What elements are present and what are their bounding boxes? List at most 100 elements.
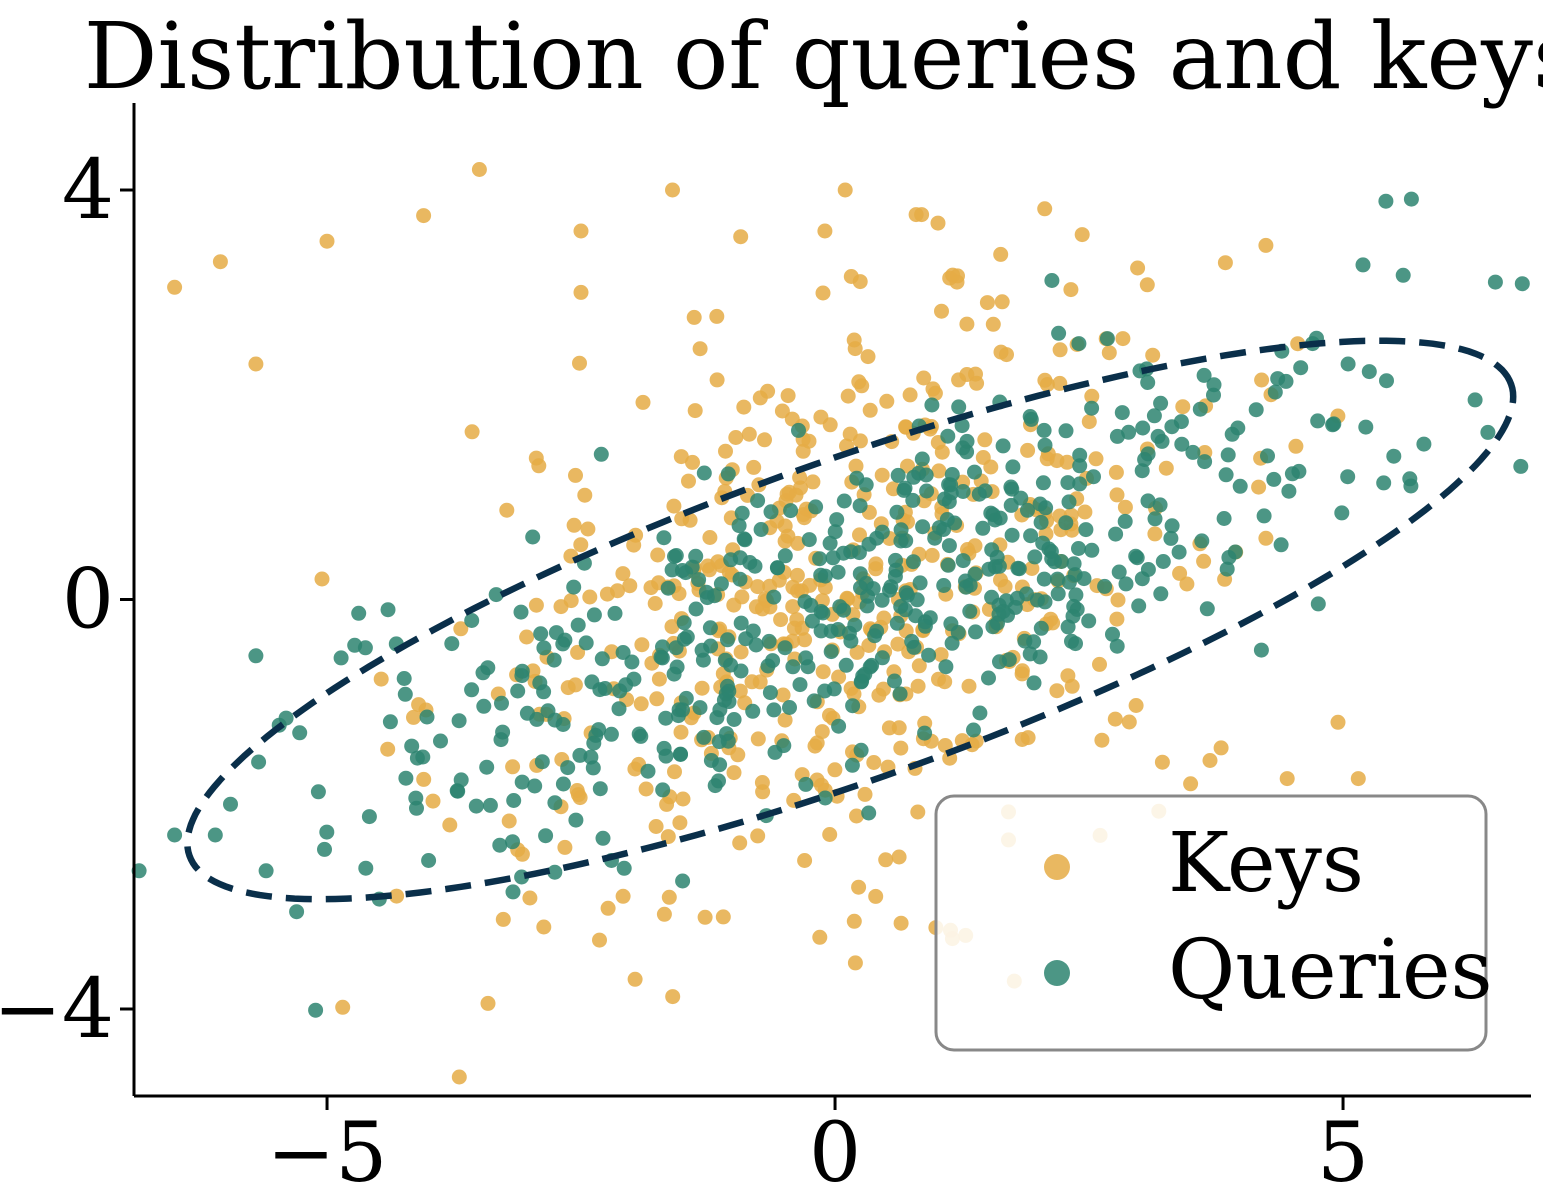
query-point [815, 605, 831, 621]
query-point [514, 663, 530, 679]
query-point [1044, 273, 1060, 288]
query-point [479, 759, 495, 775]
query-point [896, 482, 912, 498]
query-point [1361, 364, 1377, 380]
key-point [416, 208, 432, 224]
query-point [995, 438, 1011, 454]
key-point [212, 254, 228, 270]
query-point [890, 467, 906, 483]
query-point [506, 793, 522, 808]
key-point [733, 229, 749, 245]
query-point [766, 702, 782, 718]
query-point [1058, 423, 1074, 439]
query-point [1310, 413, 1326, 429]
key-point [933, 647, 949, 663]
key-point [1052, 342, 1068, 358]
query-point [808, 499, 824, 515]
key-point [752, 674, 768, 690]
key-point [686, 309, 702, 325]
key-point [505, 759, 521, 775]
query-point [817, 568, 833, 584]
query-point [1131, 598, 1147, 614]
key-point [519, 629, 535, 645]
query-point [1325, 417, 1341, 433]
query-point [917, 725, 933, 741]
key-point [875, 681, 891, 697]
query-point [631, 726, 647, 742]
key-point [622, 578, 638, 594]
query-point [812, 551, 828, 567]
query-point [745, 703, 761, 719]
query-point [626, 671, 642, 687]
query-point [707, 588, 722, 604]
query-point [421, 853, 437, 868]
key-point [687, 403, 703, 419]
key-point [931, 463, 947, 479]
key-point [997, 579, 1013, 594]
key-point [868, 561, 884, 577]
query-point [1256, 508, 1272, 524]
query-point [720, 466, 736, 482]
query-point [308, 1002, 324, 1018]
query-point [1072, 476, 1088, 492]
query-point [975, 520, 991, 536]
key-point [1288, 438, 1304, 454]
query-point [734, 505, 750, 521]
query-point [1376, 475, 1392, 491]
query-point [1135, 420, 1151, 436]
key-point [1147, 526, 1163, 542]
query-point [1513, 458, 1529, 474]
key-point [464, 424, 480, 440]
query-point [1108, 526, 1124, 542]
key-point [697, 909, 713, 925]
query-point [1340, 469, 1356, 485]
key-point [797, 632, 813, 648]
key-point [649, 691, 665, 707]
key-point [568, 467, 583, 483]
query-point [874, 650, 890, 666]
query-point [761, 633, 777, 649]
query-point [962, 603, 978, 619]
query-point [396, 671, 412, 686]
key-point [927, 385, 943, 401]
key-point [1183, 776, 1199, 792]
key-point [779, 486, 795, 502]
query-point [207, 827, 223, 843]
query-point [482, 797, 498, 813]
key-point [827, 762, 843, 778]
query-point [766, 589, 782, 605]
query-point [1064, 633, 1079, 649]
key-point [650, 547, 666, 563]
query-point [1050, 586, 1066, 602]
query-point [908, 608, 923, 624]
key-point [934, 444, 950, 460]
query-point [653, 649, 669, 665]
query-point [713, 576, 729, 592]
query-point [1013, 490, 1029, 506]
key-point [741, 426, 757, 442]
key-point [848, 458, 864, 474]
query-point [712, 702, 728, 718]
query-point [776, 738, 792, 754]
key-point [709, 308, 725, 324]
query-point [783, 503, 799, 519]
key-point [1094, 732, 1110, 748]
key-point [406, 709, 421, 725]
query-point [785, 659, 801, 675]
query-point [547, 795, 563, 811]
query-point [536, 640, 552, 656]
query-point [1395, 267, 1411, 283]
key-point [570, 644, 586, 660]
query-point [892, 686, 908, 702]
query-point [801, 532, 817, 548]
query-point [586, 607, 602, 623]
keys-points [167, 162, 1366, 1085]
key-point [910, 678, 926, 694]
key-point [248, 356, 264, 372]
key-point [1084, 388, 1100, 404]
query-point [675, 873, 691, 889]
query-point [1267, 384, 1283, 400]
query-point [1011, 561, 1027, 577]
key-point [528, 597, 544, 613]
key-point [416, 771, 432, 787]
